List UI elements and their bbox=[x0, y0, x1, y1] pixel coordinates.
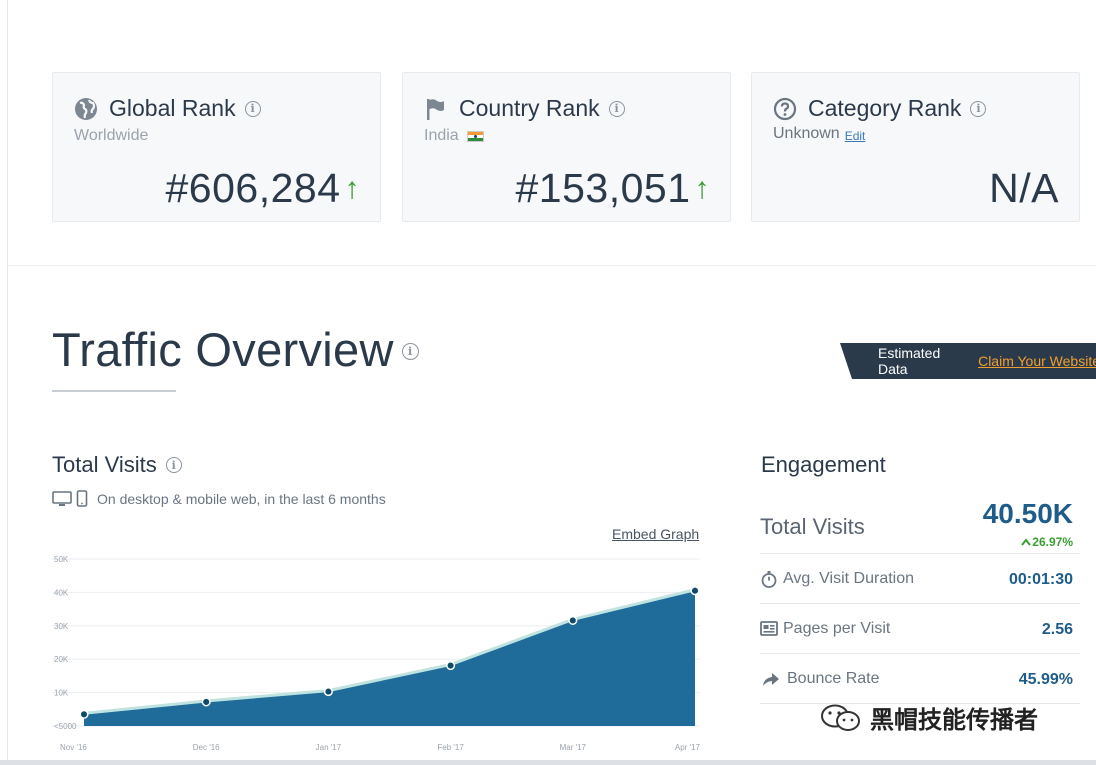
globe-icon bbox=[75, 97, 97, 120]
category-rank-card: Category Rank i Unknown Edit N/A bbox=[751, 72, 1080, 222]
data-point bbox=[323, 687, 333, 697]
y-tick-label: <5000 bbox=[54, 722, 77, 731]
section-divider bbox=[8, 265, 1096, 266]
category-rank-value: N/A bbox=[989, 165, 1059, 211]
desktop-icon bbox=[52, 490, 72, 506]
traffic-overview-title: Traffic Overview bbox=[52, 323, 394, 376]
global-rank-card: Global Rank i Worldwide #606,284 ↑ bbox=[52, 72, 381, 222]
visits-line bbox=[83, 588, 696, 715]
total-visits-title: Total Visits bbox=[52, 452, 157, 477]
y-tick-label: 30K bbox=[54, 622, 69, 631]
bounce-arrow-icon bbox=[763, 673, 779, 686]
claim-website-link[interactable]: Claim Your Website bbox=[978, 353, 1096, 369]
category-rank-category: Unknown Edit bbox=[773, 125, 865, 143]
engagement-label: Avg. Visit Duration bbox=[783, 570, 915, 587]
rank-up-arrow-icon: ↑ bbox=[344, 171, 360, 205]
info-icon[interactable]: i bbox=[401, 343, 419, 360]
avg-visit-duration-value: 00:01:30 bbox=[1008, 571, 1073, 588]
country-rank-country: India bbox=[424, 127, 484, 145]
data-point bbox=[568, 615, 578, 626]
data-point bbox=[446, 660, 456, 671]
total-visits-description: On desktop & mobile web, in the last 6 m… bbox=[97, 490, 386, 507]
global-rank-value: #606,284 ↑ bbox=[165, 165, 360, 212]
bounce-rate-value: 45.99% bbox=[1018, 671, 1073, 688]
avg-visit-duration-label: Avg. Visit Duration bbox=[760, 570, 914, 588]
info-icon[interactable]: i bbox=[608, 100, 625, 117]
wechat-watermark: 黑帽技能传播者 bbox=[818, 700, 1038, 735]
country-rank-title: Country Rank bbox=[459, 95, 600, 121]
engagement-total-visits-label: Total Visits bbox=[760, 514, 865, 539]
rank-up-arrow-icon: ↑ bbox=[694, 171, 710, 205]
x-tick-label: Apr '17 bbox=[675, 743, 701, 752]
pages-icon bbox=[760, 621, 778, 636]
y-tick-label: 20K bbox=[54, 655, 69, 664]
engagement-total-visits-value: 40.50K bbox=[982, 498, 1073, 529]
page-title: Traffic Overview i bbox=[52, 322, 419, 377]
india-flag-icon bbox=[466, 130, 484, 142]
growth-badge: 26.97% bbox=[1021, 535, 1073, 549]
wechat-icon bbox=[821, 704, 860, 731]
global-rank-number: #606,284 bbox=[165, 165, 341, 211]
global-rank-scope: Worldwide bbox=[74, 127, 149, 144]
estimated-data-label: Estimated Data bbox=[878, 345, 941, 377]
growth-percent: 26.97% bbox=[1032, 535, 1073, 549]
x-tick-label: Jan '17 bbox=[316, 743, 342, 752]
y-tick-label: 50K bbox=[54, 555, 69, 564]
bottom-scroll-edge bbox=[0, 760, 1096, 765]
flag-icon bbox=[427, 98, 444, 120]
estimated-data-banner: Estimated Data Claim Your Website bbox=[840, 343, 1096, 379]
question-icon bbox=[773, 97, 797, 120]
info-icon[interactable]: i bbox=[165, 457, 182, 473]
total-visits-subtitle: On desktop & mobile web, in the last 6 m… bbox=[52, 490, 386, 507]
x-tick-label: Dec '16 bbox=[193, 743, 220, 752]
device-icons bbox=[52, 490, 88, 507]
country-name: India bbox=[424, 127, 459, 144]
embed-graph-link[interactable]: Embed Graph bbox=[612, 526, 700, 542]
engagement-row-bounce: Bounce Rate 45.99% bbox=[760, 654, 1080, 704]
visits-area bbox=[84, 590, 695, 726]
engagement-label: Pages per Visit bbox=[783, 620, 891, 637]
data-point bbox=[690, 586, 700, 596]
engagement-title: Engagement bbox=[761, 452, 886, 477]
watermark-text: 黑帽技能传播者 bbox=[870, 707, 1038, 734]
bounce-rate-label: Bounce Rate bbox=[760, 670, 880, 688]
x-tick-label: Nov '16 bbox=[60, 743, 87, 752]
title-underline bbox=[52, 390, 176, 392]
pages-per-visit-value: 2.56 bbox=[1041, 621, 1073, 638]
engagement-row-duration: Avg. Visit Duration 00:01:30 bbox=[760, 554, 1080, 604]
x-tick-label: Feb '17 bbox=[437, 743, 464, 752]
category-name: Unknown bbox=[773, 125, 840, 142]
category-rank-title: Category Rank bbox=[808, 95, 962, 121]
chevron-up-icon bbox=[1021, 538, 1032, 546]
data-point bbox=[79, 709, 89, 719]
info-icon[interactable]: i bbox=[244, 100, 261, 117]
left-border bbox=[7, 0, 8, 765]
y-tick-label: 40K bbox=[54, 588, 69, 597]
stopwatch-icon bbox=[761, 571, 777, 588]
x-tick-label: Mar '17 bbox=[560, 743, 587, 752]
data-point bbox=[201, 697, 211, 707]
global-rank-title: Global Rank bbox=[109, 95, 236, 121]
engagement-total-visits-row: Total Visits 40.50K 26.97% bbox=[760, 498, 1080, 554]
y-tick-label: 10K bbox=[54, 689, 69, 698]
pages-per-visit-label: Pages per Visit bbox=[760, 620, 890, 638]
info-icon[interactable]: i bbox=[970, 100, 987, 117]
country-rank-number: #153,051 bbox=[515, 165, 691, 211]
total-visits-heading: Total Visits i bbox=[52, 452, 182, 478]
country-rank-value: #153,051 ↑ bbox=[515, 165, 710, 212]
engagement-row-pages: Pages per Visit 2.56 bbox=[760, 604, 1080, 654]
edit-category-link[interactable]: Edit bbox=[844, 128, 866, 143]
mobile-icon bbox=[76, 490, 88, 507]
country-rank-card: Country Rank i India #153,051 ↑ bbox=[402, 72, 731, 222]
engagement-label: Bounce Rate bbox=[787, 670, 880, 687]
